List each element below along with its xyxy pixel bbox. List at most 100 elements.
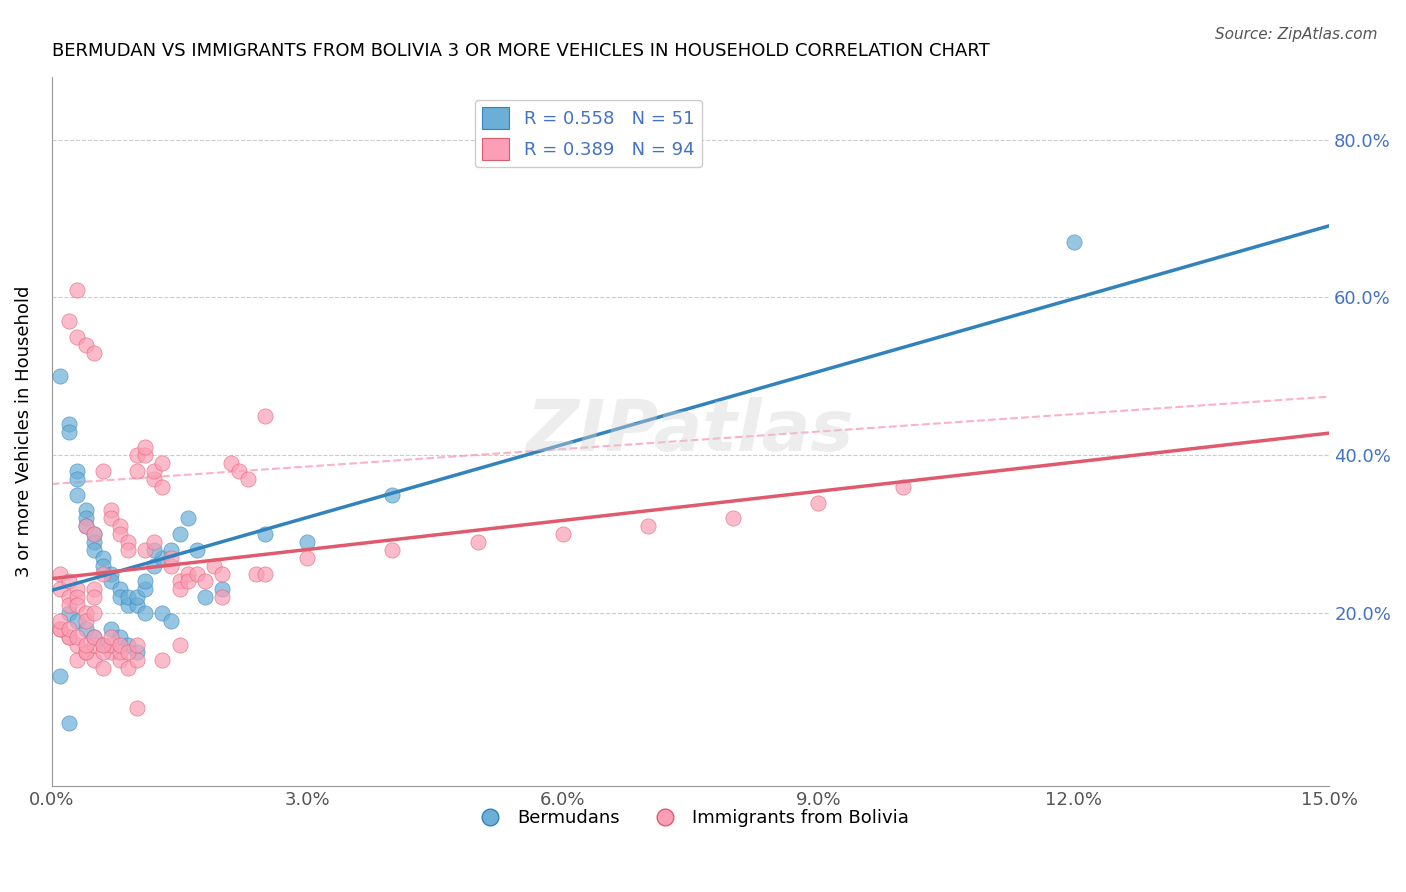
Point: [83, 345, 105, 359]
Point: [169, 527, 191, 541]
Point: [253, 527, 276, 541]
Point: [58, 417, 80, 431]
Point: [1063, 235, 1085, 250]
Point: [211, 566, 233, 581]
Point: [75, 511, 97, 525]
Point: [83, 582, 105, 597]
Point: [75, 638, 97, 652]
Point: [66, 598, 89, 612]
Point: [117, 638, 139, 652]
Point: [83, 653, 105, 667]
Point: [108, 653, 131, 667]
Point: [100, 511, 122, 525]
Point: [202, 558, 225, 573]
Point: [49, 566, 72, 581]
Point: [83, 606, 105, 620]
Point: [75, 338, 97, 352]
Point: [75, 519, 97, 533]
Point: [108, 519, 131, 533]
Point: [169, 582, 191, 597]
Point: [169, 638, 191, 652]
Point: [160, 558, 183, 573]
Point: [66, 590, 89, 604]
Point: [58, 314, 80, 328]
Point: [211, 582, 233, 597]
Point: [49, 614, 72, 628]
Point: [100, 638, 122, 652]
Point: [142, 558, 165, 573]
Point: [134, 574, 156, 589]
Point: [100, 630, 122, 644]
Point: [236, 472, 259, 486]
Point: [49, 622, 72, 636]
Point: [253, 409, 276, 423]
Point: [160, 614, 183, 628]
Point: [83, 527, 105, 541]
Point: [551, 527, 574, 541]
Point: [125, 700, 148, 714]
Point: [58, 574, 80, 589]
Point: [253, 566, 276, 581]
Point: [83, 630, 105, 644]
Point: [91, 550, 114, 565]
Point: [108, 645, 131, 659]
Point: [66, 464, 89, 478]
Point: [49, 669, 72, 683]
Point: [152, 653, 174, 667]
Point: [125, 645, 148, 659]
Point: [58, 598, 80, 612]
Text: BERMUDAN VS IMMIGRANTS FROM BOLIVIA 3 OR MORE VEHICLES IN HOUSEHOLD CORRELATION : BERMUDAN VS IMMIGRANTS FROM BOLIVIA 3 OR…: [52, 42, 990, 60]
Point: [134, 582, 156, 597]
Legend: Bermudans, Immigrants from Bolivia: Bermudans, Immigrants from Bolivia: [465, 802, 917, 834]
Point: [58, 716, 80, 731]
Point: [381, 542, 404, 557]
Point: [108, 582, 131, 597]
Point: [75, 645, 97, 659]
Point: [211, 590, 233, 604]
Point: [125, 598, 148, 612]
Point: [194, 574, 217, 589]
Point: [297, 550, 319, 565]
Point: [66, 582, 89, 597]
Point: [75, 614, 97, 628]
Point: [194, 590, 217, 604]
Point: [100, 622, 122, 636]
Point: [117, 590, 139, 604]
Point: [117, 542, 139, 557]
Point: [142, 472, 165, 486]
Point: [58, 630, 80, 644]
Point: [160, 542, 183, 557]
Point: [91, 638, 114, 652]
Point: [91, 558, 114, 573]
Point: [83, 527, 105, 541]
Point: [66, 630, 89, 644]
Point: [108, 630, 131, 644]
Point: [91, 661, 114, 675]
Point: [75, 606, 97, 620]
Point: [75, 645, 97, 659]
Point: [177, 511, 200, 525]
Point: [125, 638, 148, 652]
Point: [142, 542, 165, 557]
Point: [100, 574, 122, 589]
Point: [58, 590, 80, 604]
Point: [83, 542, 105, 557]
Point: [108, 590, 131, 604]
Point: [177, 574, 200, 589]
Point: [83, 630, 105, 644]
Point: [108, 527, 131, 541]
Point: [117, 645, 139, 659]
Point: [100, 566, 122, 581]
Point: [721, 511, 744, 525]
Point: [134, 542, 156, 557]
Point: [49, 622, 72, 636]
Point: [108, 638, 131, 652]
Point: [125, 448, 148, 462]
Text: Source: ZipAtlas.com: Source: ZipAtlas.com: [1215, 27, 1378, 42]
Point: [160, 550, 183, 565]
Point: [66, 283, 89, 297]
Point: [134, 606, 156, 620]
Point: [100, 503, 122, 517]
Point: [381, 488, 404, 502]
Point: [83, 535, 105, 549]
